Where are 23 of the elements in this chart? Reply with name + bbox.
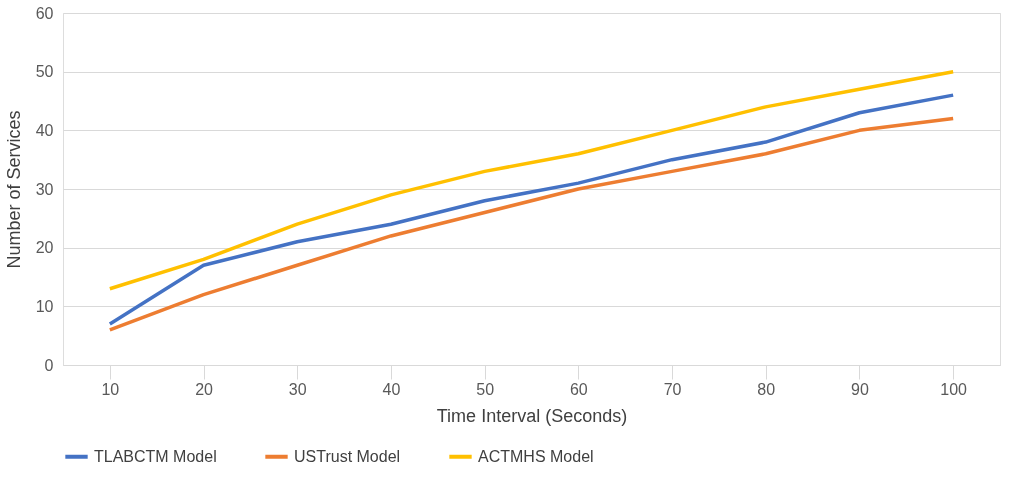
x-tick-label: 10 — [101, 380, 120, 398]
x-tick-label: 80 — [757, 380, 776, 398]
x-tick-label: 60 — [569, 380, 588, 398]
y-tick-label: 60 — [35, 4, 54, 22]
legend-label: TLABCTM Model — [94, 447, 217, 465]
x-tick-label: 70 — [663, 380, 682, 398]
y-tick-label: 0 — [44, 356, 54, 374]
y-tick-label: 20 — [35, 239, 54, 257]
legend-label: USTrust Model — [294, 447, 401, 465]
x-tick-label: 50 — [476, 380, 495, 398]
x-axis-title: Time Interval (Seconds) — [436, 405, 628, 426]
y-tick-label: 30 — [35, 180, 54, 198]
x-tick-label: 40 — [382, 380, 401, 398]
x-tick-label: 30 — [288, 380, 307, 398]
y-axis-title: Number of Services — [3, 110, 24, 269]
line-series — [108, 69, 955, 291]
legend-label: ACTMHS Model — [478, 447, 594, 465]
x-tick-label: 20 — [195, 380, 214, 398]
y-tick-label: 50 — [35, 63, 54, 81]
x-tick-label: 90 — [851, 380, 869, 398]
y-tick-label: 40 — [35, 121, 54, 139]
x-tick-label: 100 — [940, 380, 968, 398]
y-tick-label: 10 — [35, 297, 54, 315]
